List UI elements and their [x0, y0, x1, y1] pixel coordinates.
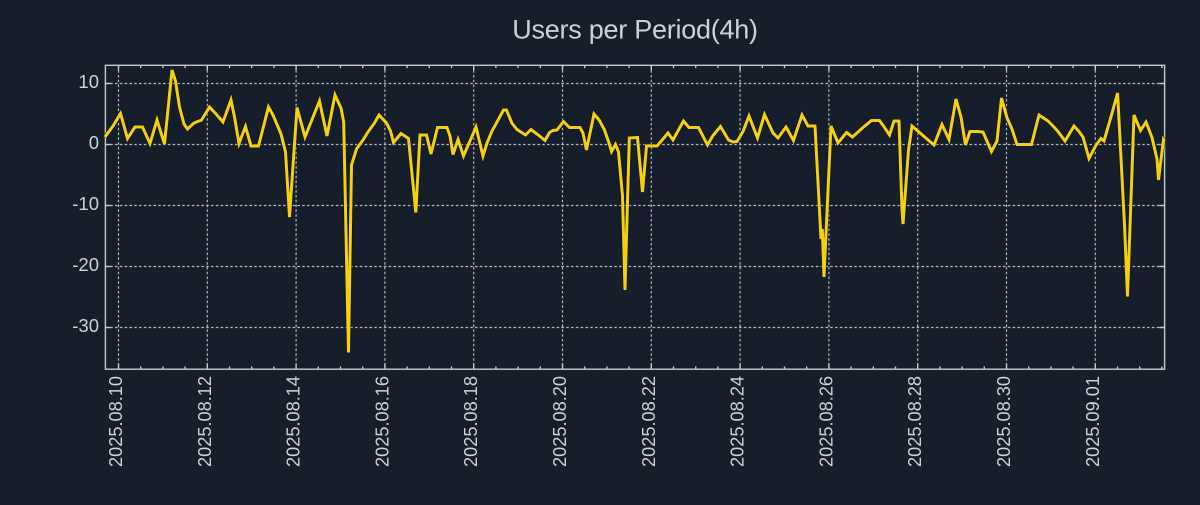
svg-text:2025.08.20: 2025.08.20	[550, 376, 570, 467]
svg-text:2025.08.18: 2025.08.18	[461, 376, 481, 467]
svg-text:-10: -10	[72, 193, 99, 214]
svg-text:-20: -20	[72, 254, 99, 275]
svg-text:2025.08.16: 2025.08.16	[372, 376, 392, 467]
svg-text:2025.08.14: 2025.08.14	[284, 376, 304, 467]
svg-text:2025.08.28: 2025.08.28	[905, 376, 925, 467]
svg-text:10: 10	[78, 71, 99, 92]
svg-text:0: 0	[89, 132, 99, 153]
svg-text:2025.08.26: 2025.08.26	[816, 376, 836, 467]
svg-text:2025.08.10: 2025.08.10	[106, 376, 126, 467]
svg-text:Users per Period(4h): Users per Period(4h)	[512, 15, 758, 45]
svg-text:2025.08.24: 2025.08.24	[728, 376, 748, 467]
svg-text:2025.09.01: 2025.09.01	[1083, 376, 1103, 467]
svg-text:-30: -30	[72, 315, 99, 336]
svg-text:2025.08.22: 2025.08.22	[639, 376, 659, 467]
svg-text:2025.08.12: 2025.08.12	[195, 376, 215, 467]
svg-text:2025.08.30: 2025.08.30	[994, 376, 1014, 467]
